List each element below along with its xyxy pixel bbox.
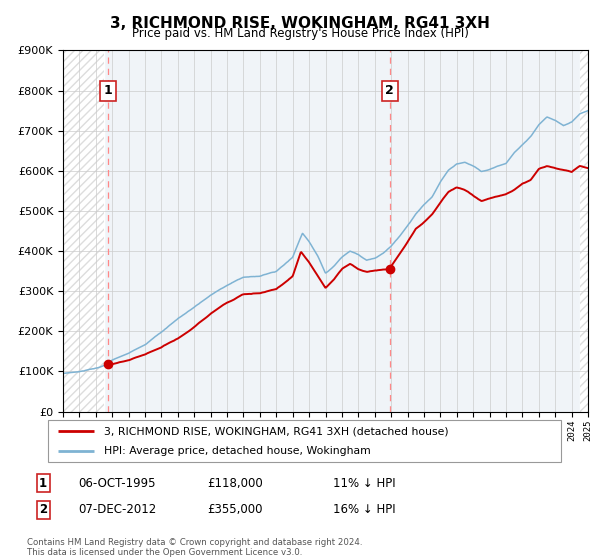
Text: 3, RICHMOND RISE, WOKINGHAM, RG41 3XH: 3, RICHMOND RISE, WOKINGHAM, RG41 3XH <box>110 16 490 31</box>
Text: 07-DEC-2012: 07-DEC-2012 <box>78 503 156 516</box>
Bar <box>63 50 104 412</box>
Text: 16% ↓ HPI: 16% ↓ HPI <box>333 503 395 516</box>
Bar <box>63 50 104 412</box>
Text: Price paid vs. HM Land Registry's House Price Index (HPI): Price paid vs. HM Land Registry's House … <box>131 27 469 40</box>
Text: HPI: Average price, detached house, Wokingham: HPI: Average price, detached house, Woki… <box>104 446 371 456</box>
Text: 2: 2 <box>39 503 47 516</box>
Text: Contains HM Land Registry data © Crown copyright and database right 2024.
This d: Contains HM Land Registry data © Crown c… <box>27 538 362 557</box>
Text: 1: 1 <box>39 477 47 490</box>
Text: 2: 2 <box>385 84 394 97</box>
Text: 11% ↓ HPI: 11% ↓ HPI <box>333 477 395 490</box>
FancyBboxPatch shape <box>48 420 561 462</box>
Text: 1: 1 <box>104 84 112 97</box>
Text: 3, RICHMOND RISE, WOKINGHAM, RG41 3XH (detached house): 3, RICHMOND RISE, WOKINGHAM, RG41 3XH (d… <box>104 426 449 436</box>
Text: 06-OCT-1995: 06-OCT-1995 <box>78 477 155 490</box>
Bar <box>580 50 588 412</box>
Text: £118,000: £118,000 <box>207 477 263 490</box>
Bar <box>580 50 588 412</box>
Text: £355,000: £355,000 <box>207 503 263 516</box>
